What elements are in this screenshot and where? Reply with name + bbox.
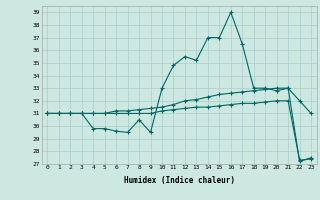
X-axis label: Humidex (Indice chaleur): Humidex (Indice chaleur) bbox=[124, 176, 235, 185]
